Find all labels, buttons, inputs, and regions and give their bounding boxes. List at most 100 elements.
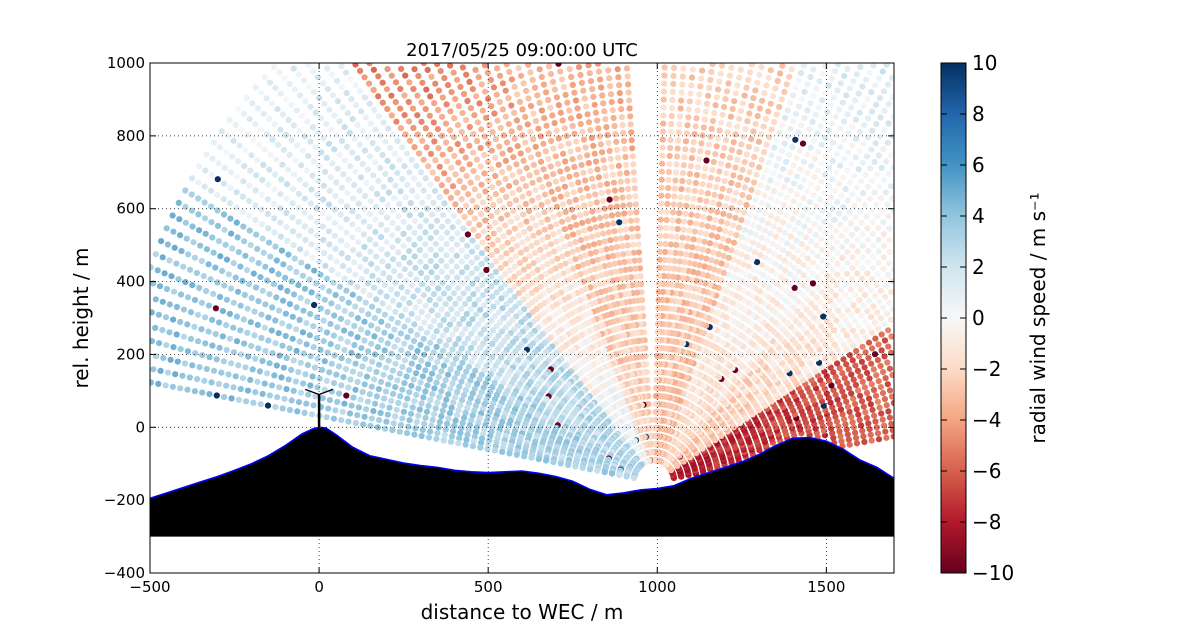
range-gate-point bbox=[538, 201, 545, 208]
range-gate-point bbox=[890, 399, 894, 406]
range-gate-point bbox=[856, 109, 863, 116]
range-gate-point bbox=[657, 216, 664, 223]
range-gate-point bbox=[425, 193, 432, 200]
range-gate-point bbox=[800, 195, 807, 202]
range-gate-point bbox=[489, 340, 496, 347]
range-gate-point bbox=[319, 210, 326, 217]
range-gate-point bbox=[855, 166, 862, 173]
range-gate-point bbox=[875, 259, 882, 266]
range-gate-point bbox=[448, 268, 456, 275]
range-gate-point bbox=[359, 128, 366, 135]
range-gate-point bbox=[628, 129, 635, 136]
range-gate-point bbox=[631, 185, 638, 192]
range-gate-point bbox=[871, 189, 878, 196]
range-gate-point bbox=[718, 63, 726, 69]
range-gate-point bbox=[430, 119, 437, 126]
range-gate-point bbox=[853, 184, 860, 191]
range-gate-point bbox=[868, 329, 876, 336]
range-gate-point bbox=[377, 164, 384, 172]
range-gate-point bbox=[351, 182, 358, 189]
range-gate-point bbox=[850, 395, 857, 402]
range-gate-point bbox=[826, 164, 833, 171]
range-gate-point bbox=[546, 277, 553, 285]
range-gate-point bbox=[747, 69, 754, 76]
range-gate-point bbox=[547, 71, 555, 78]
range-gate-point bbox=[814, 318, 821, 325]
range-gate-point bbox=[258, 206, 265, 213]
range-gate-point bbox=[464, 275, 471, 282]
range-gate-point bbox=[873, 121, 880, 128]
range-gate-point bbox=[492, 172, 499, 180]
range-gate-point bbox=[839, 99, 846, 106]
range-gate-point bbox=[837, 433, 844, 440]
range-gate-point bbox=[813, 203, 820, 210]
range-gate-point bbox=[556, 228, 563, 235]
range-gate-point bbox=[334, 98, 341, 105]
range-gate-point bbox=[347, 279, 354, 286]
range-gate-point bbox=[877, 315, 885, 322]
range-gate-point bbox=[544, 198, 551, 206]
range-gate-point bbox=[188, 175, 196, 182]
range-gate-point bbox=[846, 337, 854, 344]
range-gate-point bbox=[744, 176, 751, 183]
range-gate-point bbox=[550, 231, 557, 238]
range-gate-point bbox=[447, 146, 454, 153]
range-gate-point bbox=[431, 100, 438, 107]
range-gate-point bbox=[348, 96, 355, 103]
range-gate-point bbox=[875, 248, 882, 255]
range-gate-point bbox=[366, 211, 373, 218]
range-gate-point bbox=[410, 293, 417, 300]
range-gate-point bbox=[834, 249, 841, 257]
range-gate-point bbox=[222, 148, 230, 156]
range-gate-point bbox=[481, 63, 488, 69]
range-gate-point bbox=[374, 145, 381, 153]
range-gate-point bbox=[881, 396, 889, 403]
range-gate-point bbox=[866, 165, 874, 172]
range-gate-point bbox=[868, 146, 875, 153]
range-gate-point bbox=[508, 102, 515, 109]
range-gate-point bbox=[799, 302, 806, 309]
range-gate-point bbox=[379, 196, 386, 203]
range-gate-point bbox=[397, 85, 404, 92]
range-gate-point bbox=[790, 162, 797, 169]
range-gate-point bbox=[725, 271, 732, 278]
range-gate-point bbox=[699, 181, 706, 188]
range-gate-point bbox=[496, 72, 504, 79]
range-gate-point bbox=[597, 182, 604, 189]
range-gate-point bbox=[481, 88, 489, 95]
range-gate-point bbox=[884, 359, 891, 366]
range-gate-point bbox=[334, 165, 341, 172]
range-gate-point bbox=[420, 156, 427, 163]
range-gate-point bbox=[506, 183, 513, 190]
range-gate-point bbox=[661, 264, 668, 272]
range-gate-point bbox=[550, 145, 557, 152]
range-gate-point bbox=[765, 74, 772, 81]
range-gate-point bbox=[433, 217, 441, 224]
range-gate-point bbox=[283, 195, 290, 202]
range-gate-point bbox=[182, 187, 189, 194]
range-gate-point bbox=[444, 82, 452, 89]
range-gate-point bbox=[411, 229, 418, 236]
range-gate-point bbox=[750, 266, 757, 273]
range-gate-point bbox=[638, 281, 645, 288]
range-gate-point bbox=[470, 226, 477, 233]
range-gate-point bbox=[246, 182, 253, 189]
range-gate-point bbox=[450, 290, 457, 297]
range-gate-point bbox=[842, 421, 849, 428]
range-gate-point bbox=[541, 191, 549, 198]
range-gate-point bbox=[658, 200, 665, 207]
range-gate-point bbox=[868, 89, 875, 96]
range-gate-point bbox=[758, 217, 766, 224]
range-gate-point bbox=[700, 173, 708, 180]
range-gate-point bbox=[845, 130, 852, 137]
range-gate-point bbox=[879, 68, 886, 75]
range-gate-point bbox=[464, 231, 471, 238]
range-gate-point bbox=[487, 76, 494, 84]
range-gate-point bbox=[818, 141, 825, 148]
range-gate-point bbox=[357, 263, 364, 270]
range-gate-point bbox=[374, 190, 381, 198]
range-gate-point bbox=[668, 120, 675, 128]
range-gate-point bbox=[535, 194, 542, 201]
range-gate-point bbox=[517, 221, 524, 229]
range-gate-point bbox=[800, 158, 808, 166]
